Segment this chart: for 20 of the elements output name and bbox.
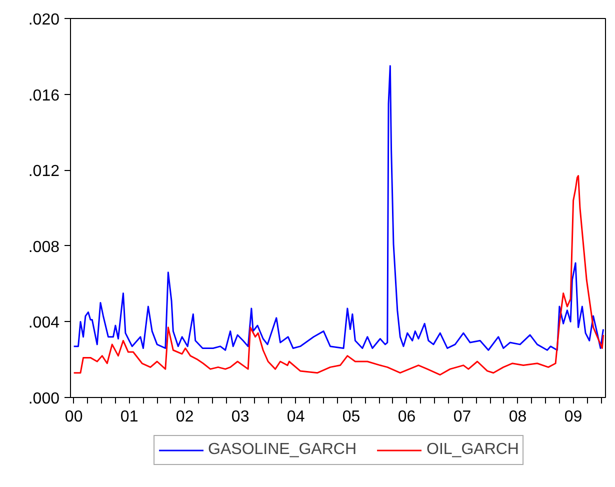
y-tick-label: .000 [28, 390, 60, 408]
y-tick-label: .020 [28, 12, 60, 28]
y-tick-label: .016 [28, 87, 60, 104]
y-tick-label: .008 [28, 238, 60, 256]
x-tick-label: 05 [342, 408, 360, 426]
x-tick-label: 06 [398, 408, 416, 426]
x-tick-label: 00 [64, 408, 83, 426]
x-tick-label: 01 [120, 408, 138, 426]
legend-label: GASOLINE_GARCH [208, 441, 357, 459]
x-tick-label: 09 [564, 408, 582, 426]
x-tick-label: 04 [286, 408, 305, 426]
line-series [73, 65, 604, 351]
legend-label: OIL_GARCH [426, 441, 519, 459]
x-tick-label: 03 [231, 408, 250, 426]
y-tick-label: .004 [28, 314, 60, 332]
x-tick-label: 07 [453, 408, 472, 426]
x-tick-label: 02 [176, 408, 194, 426]
y-tick-label: .012 [28, 163, 60, 180]
x-tick-label: 08 [508, 408, 527, 426]
line-series [73, 175, 604, 376]
